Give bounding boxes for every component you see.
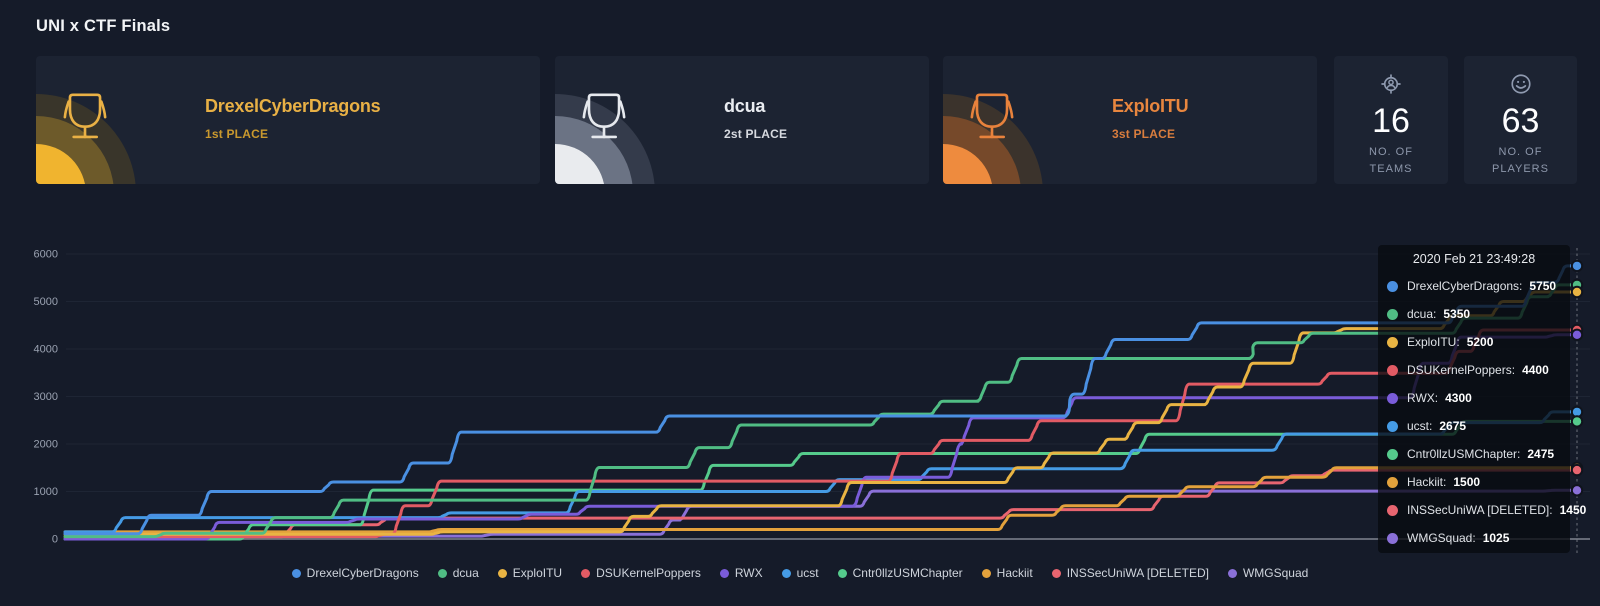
svg-text:0: 0 — [52, 534, 58, 546]
svg-text:4000: 4000 — [34, 344, 58, 356]
svg-text:5000: 5000 — [34, 296, 58, 308]
svg-text:6000: 6000 — [34, 249, 58, 261]
svg-text:2000: 2000 — [34, 439, 58, 451]
svg-text:1000: 1000 — [34, 486, 58, 498]
svg-text:3000: 3000 — [34, 391, 58, 403]
